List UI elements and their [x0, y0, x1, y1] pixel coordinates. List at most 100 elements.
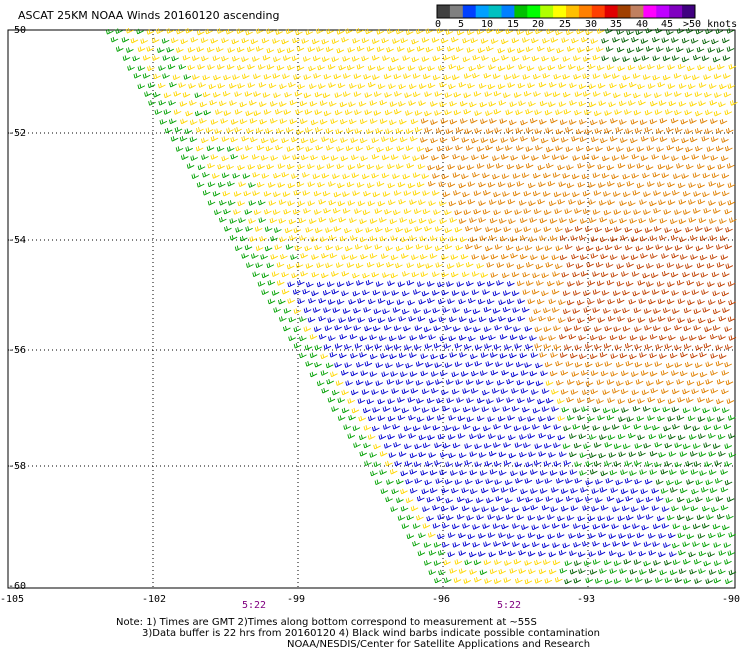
- wind-barb: [393, 344, 402, 350]
- wind-barb: [366, 398, 375, 405]
- wind-barb: [729, 100, 738, 106]
- wind-barb: [721, 271, 730, 278]
- wind-barb: [643, 191, 651, 197]
- wind-barb: [321, 252, 329, 259]
- wind-barb: [381, 37, 389, 44]
- wind-barb: [458, 218, 467, 224]
- wind-barb: [467, 83, 475, 89]
- wind-barb: [376, 146, 384, 153]
- wind-barb: [305, 361, 313, 367]
- wind-barb: [553, 442, 561, 448]
- wind-barb: [516, 514, 525, 521]
- wind-barb: [604, 244, 613, 251]
- wind-barb: [296, 181, 305, 188]
- wind-barb: [334, 362, 342, 368]
- legend-label-50-knots: >50 knots: [683, 19, 738, 30]
- lon-label-90: -90: [722, 594, 740, 605]
- wind-barb: [164, 127, 173, 134]
- wind-barb: [494, 244, 503, 250]
- wind-barb: [698, 550, 707, 557]
- wind-barb: [703, 74, 711, 80]
- wind-barb: [612, 56, 620, 62]
- wind-barb: [724, 479, 733, 486]
- wind-barb: [622, 443, 631, 450]
- wind-barb: [535, 145, 543, 151]
- wind-barb: [261, 37, 270, 44]
- wind-barb: [640, 370, 649, 376]
- wind-barb: [571, 37, 579, 44]
- wind-barb: [513, 326, 521, 332]
- wind-barb: [704, 326, 712, 333]
- wind-barb: [582, 208, 591, 215]
- wind-barb: [629, 218, 638, 224]
- wind-barb: [477, 280, 485, 287]
- wind-barb: [339, 101, 348, 108]
- wind-barb: [278, 316, 287, 322]
- wind-barb: [283, 109, 292, 115]
- wind-barb: [570, 389, 579, 395]
- wind-barb: [607, 298, 615, 305]
- wind-barb: [623, 209, 632, 216]
- wind-barb: [623, 558, 632, 565]
- wind-barb: [303, 326, 312, 332]
- wind-barb: [596, 65, 605, 71]
- wind-barb: [441, 173, 449, 180]
- wind-barb: [724, 243, 732, 250]
- wind-barb: [721, 407, 730, 414]
- wind-barb: [274, 109, 283, 115]
- wind-barb: [609, 469, 618, 476]
- wind-barb: [307, 317, 316, 323]
- wind-barb: [517, 397, 525, 404]
- wind-barb: [493, 344, 502, 350]
- wind-barb: [568, 334, 577, 340]
- wind-barb: [231, 55, 240, 62]
- wind-barb: [715, 360, 724, 367]
- wind-barb: [448, 83, 456, 90]
- wind-barb: [650, 136, 659, 142]
- wind-barb: [531, 289, 540, 295]
- wind-barb: [456, 514, 465, 520]
- wind-barb: [255, 245, 264, 252]
- wind-barb: [712, 290, 720, 297]
- wind-barb: [499, 235, 508, 242]
- wind-barb: [182, 55, 191, 61]
- wind-barb: [359, 218, 367, 225]
- wind-barb: [625, 360, 634, 367]
- wind-barb: [576, 28, 584, 35]
- wind-barb: [416, 398, 424, 404]
- wind-barb: [596, 280, 605, 287]
- wind-barb: [674, 362, 683, 368]
- wind-barb: [151, 37, 160, 44]
- wind-barb: [509, 236, 518, 242]
- wind-barb: [443, 74, 451, 81]
- wind-barb: [682, 541, 690, 547]
- wind-barb: [524, 478, 533, 484]
- wind-barb: [546, 46, 555, 53]
- wind-barb: [270, 137, 278, 143]
- wind-barb: [392, 307, 401, 313]
- wind-barb: [527, 182, 536, 189]
- wind-barb: [363, 425, 372, 431]
- wind-barb: [573, 577, 582, 584]
- wind-barb: [516, 163, 524, 170]
- wind-barb: [661, 154, 670, 161]
- wind-barb: [449, 236, 458, 242]
- wind-barb: [136, 28, 144, 35]
- wind-barb: [488, 101, 497, 107]
- wind-barb: [592, 271, 600, 277]
- wind-barb: [506, 533, 515, 539]
- wind-barb: [663, 209, 672, 215]
- wind-barb: [719, 235, 728, 241]
- wind-barb: [498, 100, 507, 106]
- wind-barb: [529, 117, 538, 124]
- wind-barb: [199, 101, 208, 108]
- wind-barb: [585, 460, 594, 467]
- wind-barb: [611, 173, 619, 180]
- wind-barb: [537, 164, 546, 171]
- wind-barb: [644, 109, 653, 116]
- wind-barb: [210, 135, 219, 142]
- wind-barb: [311, 38, 320, 45]
- wind-barb: [505, 361, 514, 368]
- wind-barb: [722, 73, 731, 79]
- wind-barb: [670, 117, 679, 124]
